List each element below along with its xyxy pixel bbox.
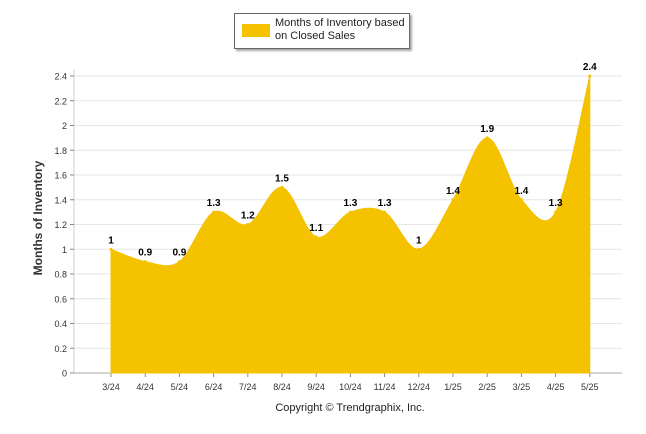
- y-tick-label: 2.2: [54, 96, 67, 106]
- y-tick-label: 1.6: [54, 171, 67, 181]
- y-tick-label: 1.4: [54, 195, 67, 205]
- data-labels: 1 0.9 0.9 1.3 1.2 1.5 1.1 1.3 1.3 1 1.4 1.9 1.4 1.3 2.…: [108, 62, 597, 264]
- x-tick-label: 6/24: [205, 382, 223, 392]
- data-point: [212, 210, 216, 214]
- data-label: 1.3: [343, 198, 357, 209]
- y-axis-ticks: 0 0.2 0.4 0.6 0.8 1 1.2 1.4 1.6 1.8 2 2.2 2.4: [54, 72, 74, 379]
- data-point: [143, 260, 147, 264]
- data-label: 1.2: [241, 211, 255, 222]
- data-label: 1.4: [514, 186, 528, 197]
- x-tick-label: 5/24: [171, 382, 189, 392]
- data-label: 0.9: [172, 248, 186, 259]
- y-tick-label: 0: [62, 369, 67, 379]
- x-tick-label: 8/24: [273, 382, 291, 392]
- data-point: [417, 247, 421, 251]
- y-tick-label: 2.4: [54, 72, 67, 82]
- data-point: [554, 210, 558, 214]
- x-tick-label: 1/25: [444, 382, 462, 392]
- data-point: [246, 223, 250, 226]
- x-tick-label: 11/24: [374, 382, 396, 392]
- y-tick-label: 0.6: [54, 294, 67, 304]
- y-tick-label: 0.4: [54, 319, 67, 329]
- y-tick-label: 0.8: [54, 270, 67, 280]
- data-point: [109, 247, 113, 251]
- x-axis-ticks: 3/24 4/24 5/24 6/24 7/24 8/24 9/24 10/24 11/24 12…: [102, 373, 599, 392]
- legend-swatch: [242, 24, 270, 37]
- data-point: [519, 198, 523, 202]
- x-tick-label: 3/24: [102, 382, 120, 392]
- data-label: 2.4: [583, 62, 597, 73]
- y-tick-label: 2: [62, 121, 67, 131]
- x-tick-label: 4/24: [136, 382, 154, 392]
- x-tick-label: 7/24: [239, 382, 257, 392]
- data-point: [314, 235, 318, 239]
- data-label: 1.5: [275, 173, 289, 184]
- data-label: 1.9: [480, 124, 494, 135]
- data-point: [588, 74, 592, 78]
- x-tick-label: 3/25: [513, 382, 531, 392]
- data-label: 1.4: [446, 186, 460, 197]
- y-tick-label: 1.2: [54, 220, 67, 230]
- data-point: [280, 185, 284, 189]
- y-tick-label: 0.2: [54, 344, 67, 354]
- chart-legend: Months of Inventory based on Closed Sale…: [234, 13, 410, 49]
- data-point: [348, 210, 352, 214]
- data-point: [383, 210, 387, 214]
- data-label: 0.9: [138, 248, 152, 259]
- y-tick-label: 1.8: [54, 146, 67, 156]
- data-point: [177, 260, 181, 264]
- copyright-text: Copyright © Trendgraphix, Inc.: [275, 402, 425, 414]
- y-axis-label: Months of Inventory: [31, 160, 45, 275]
- data-point: [451, 198, 455, 202]
- data-label: 1.3: [378, 198, 392, 209]
- x-tick-label: 4/25: [547, 382, 565, 392]
- data-label: 1.3: [549, 198, 563, 209]
- y-tick-label: 1: [62, 245, 67, 255]
- legend-label: Months of Inventory based on Closed Sale…: [275, 17, 405, 42]
- x-tick-label: 12/24: [408, 382, 431, 392]
- x-tick-label: 5/25: [581, 382, 599, 392]
- x-tick-label: 10/24: [339, 382, 362, 392]
- data-label: 1: [416, 235, 422, 246]
- data-label: 1.3: [207, 198, 221, 209]
- x-tick-label: 2/25: [478, 382, 496, 392]
- data-label: 1.1: [309, 223, 323, 234]
- data-label: 1: [108, 235, 114, 246]
- x-tick-label: 9/24: [307, 382, 325, 392]
- data-point: [485, 136, 489, 140]
